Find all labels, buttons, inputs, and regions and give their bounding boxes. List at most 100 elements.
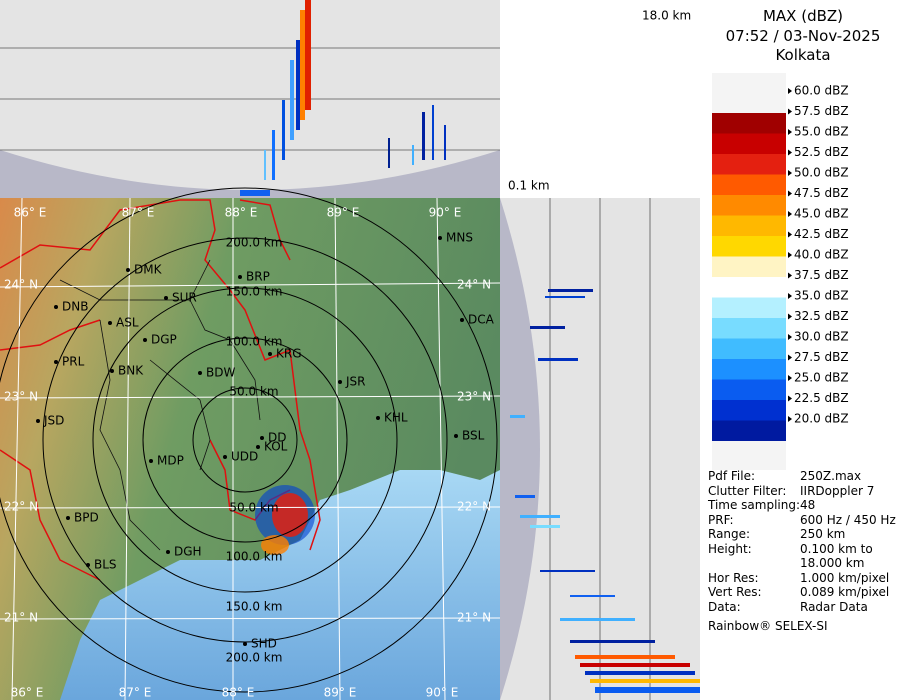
legend-band	[712, 236, 786, 257]
legend-band	[712, 379, 786, 400]
legend-label: 25.0 dBZ	[794, 371, 849, 385]
city-dot	[260, 436, 264, 440]
city-label: PRL	[62, 355, 85, 369]
legend-label: 50.0 dBZ	[794, 166, 849, 180]
city-dot	[54, 360, 58, 364]
city-dot	[460, 318, 464, 322]
info-key: Data:	[708, 599, 741, 614]
radar-plot: 86° E 86° E 87° E 87° E 88° E 88° E 89° E 89° E…	[0, 0, 700, 700]
city-dot	[256, 445, 260, 449]
lon-label: 86° E	[11, 686, 44, 700]
lat-label: 23° N	[4, 390, 38, 404]
lon-label: 87° E	[122, 206, 155, 220]
districts	[59, 259, 261, 551]
city-label: JSD	[43, 414, 64, 428]
info-key: Clutter Filter:	[708, 483, 787, 498]
lon-label: 88° E	[222, 686, 255, 700]
legend-label: 52.5 dBZ	[794, 145, 849, 159]
city-label: KRG	[276, 347, 302, 361]
range-label: 50.0 km	[229, 501, 278, 515]
range-label: 50.0 km	[229, 385, 278, 399]
city-dot	[338, 380, 342, 384]
range-label: 150.0 km	[226, 285, 283, 299]
legend-tick	[788, 231, 792, 238]
legend-tick	[788, 375, 792, 381]
legend-label: 37.5 dBZ	[794, 268, 849, 282]
info-value: 250Z.max	[800, 469, 862, 483]
lon-label: 89° E	[327, 206, 360, 220]
city-dot	[243, 642, 247, 646]
legend-tick	[788, 170, 792, 176]
legend-tick	[788, 108, 792, 115]
info-key: Height:	[708, 541, 752, 556]
lon-label: 86° E	[14, 206, 47, 220]
city-dot	[143, 338, 147, 342]
lat-label: 24° N	[457, 278, 491, 292]
range-label: 200.0 km	[226, 236, 283, 250]
info-value: 250 km	[800, 527, 846, 541]
legend-band	[712, 113, 786, 134]
lat-label: 21° N	[457, 611, 491, 625]
legend-band	[712, 256, 786, 277]
legend: 60.0 dBZ 57.5 dBZ 55.0 dBZ 52.5 dBZ 50.0 dBZ…	[712, 73, 849, 470]
location: Kolkata	[775, 46, 831, 64]
city-label: BSL	[462, 429, 485, 443]
lat-label: 22° N	[457, 500, 491, 514]
legend-tick	[788, 129, 792, 135]
city-label: DNB	[62, 300, 88, 314]
right-panel-shade	[500, 198, 540, 700]
range-label: 200.0 km	[226, 651, 283, 665]
info-key: Time sampling:	[708, 498, 801, 512]
top-panel-shade	[0, 150, 500, 198]
legend-tick	[788, 190, 792, 197]
city-dot	[238, 275, 242, 279]
info-value: 18.000 km	[800, 556, 865, 570]
right-panel-lines	[549, 198, 651, 700]
range-label: 100.0 km	[226, 550, 283, 564]
city-label: BLS	[94, 558, 117, 572]
city-dot	[110, 369, 114, 373]
lon-label: 90° E	[426, 686, 459, 700]
legend-band	[712, 318, 786, 339]
city-dot	[376, 416, 380, 420]
legend-top-block	[712, 73, 786, 113]
city-label: DGH	[174, 545, 202, 559]
info-value: 0.100 km to	[800, 541, 873, 556]
info-key: Vert Res:	[708, 585, 762, 599]
info-value: 0.089 km/pixel	[800, 585, 890, 599]
top-panel-lines	[0, 47, 500, 151]
city-label: ASL	[116, 316, 139, 330]
bottom-height: 0.1 km	[508, 179, 550, 193]
legend-tick	[788, 88, 792, 94]
legend-bottom-block	[712, 441, 786, 470]
title: MAX (dBZ)	[762, 7, 844, 25]
city-dot	[164, 296, 168, 300]
legend-label: 22.5 dBZ	[794, 391, 849, 405]
timestamp: 07:52 / 03-Nov-2025	[725, 27, 881, 45]
lon-label: 89° E	[324, 686, 357, 700]
legend-band	[712, 215, 786, 236]
city-dot	[108, 321, 112, 325]
city-label: UDD	[231, 450, 258, 464]
info-key: Hor Res:	[708, 570, 759, 585]
legend-band	[712, 133, 786, 154]
city-label: KHL	[384, 411, 408, 425]
legend-tick	[788, 395, 792, 402]
city-label: MDP	[157, 454, 184, 468]
legend-tick	[788, 313, 792, 320]
info-value: 48	[800, 498, 816, 512]
info-key: PRF:	[708, 512, 734, 527]
city-dot	[36, 419, 40, 423]
info-value: 1.000 km/pixel	[800, 570, 890, 585]
city-dot	[166, 550, 170, 554]
city-dot	[66, 516, 70, 520]
legend-band	[712, 297, 786, 318]
info-value: Radar Data	[800, 599, 868, 614]
city-label: DGP	[151, 333, 177, 347]
legend-band	[712, 277, 786, 298]
city-label: MNS	[446, 231, 473, 245]
lat-label: 21° N	[4, 611, 38, 625]
top-echo	[240, 0, 446, 196]
city-dot	[454, 434, 458, 438]
city-label: BDW	[206, 366, 235, 380]
